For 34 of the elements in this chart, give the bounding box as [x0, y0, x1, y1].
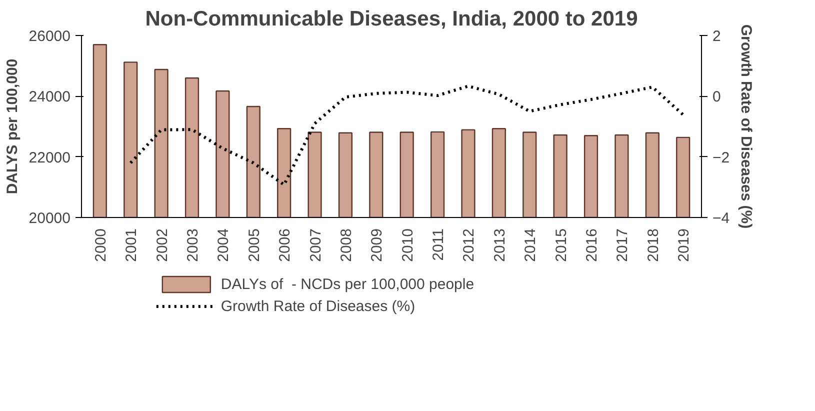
x-tick-label: 2009 [368, 228, 386, 262]
chart-title: Non-Communicable Diseases, India, 2000 to 2019 [145, 8, 638, 30]
y-tick-label: 22000 [28, 149, 71, 166]
y-tick-label: 24000 [28, 88, 71, 106]
y-axis-title: DALYS per 100,000 [4, 58, 21, 194]
x-tick-label: 2011 [430, 228, 448, 261]
y2-tick-label: −4 [712, 210, 730, 227]
x-tick-label: 2010 [399, 228, 416, 262]
x-tick-label: 2019 [676, 228, 693, 262]
x-tick-label: 2018 [644, 228, 662, 262]
x-tick-label: 2006 [276, 228, 294, 262]
x-tick-label: 2013 [491, 228, 508, 262]
y2-tick-label: 0 [712, 88, 721, 106]
x-tick-label: 2012 [460, 228, 478, 262]
x-tick-label: 2016 [584, 228, 601, 262]
y-tick-label: 20000 [28, 210, 71, 227]
legend-label: Growth Rate of Diseases (%) [220, 298, 416, 314]
y2-tick-label: −2 [712, 149, 730, 166]
legend-label: DALYs of - NCDs per 100,000 people [220, 276, 474, 292]
y-tick-label: 26000 [28, 28, 71, 45]
x-tick-label: 2008 [338, 228, 355, 262]
x-tick-label: 2005 [246, 228, 263, 262]
line-series [129, 84, 685, 186]
x-tick-label: 2015 [552, 228, 570, 262]
y2-tick-label: 2 [712, 28, 721, 45]
x-tick-label: 2002 [154, 228, 171, 262]
y2-axis-title: Growth Rate of Diseases (%) [738, 24, 755, 229]
x-tick-label: 2014 [522, 228, 540, 262]
x-tick-label: 2007 [307, 228, 324, 262]
x-tick-label: 2000 [92, 228, 110, 262]
x-tick-label: 2003 [184, 228, 202, 262]
x-tick-label: 2017 [614, 228, 632, 262]
x-tick-label: 2001 [123, 228, 140, 262]
x-tick-label: 2004 [215, 228, 232, 262]
